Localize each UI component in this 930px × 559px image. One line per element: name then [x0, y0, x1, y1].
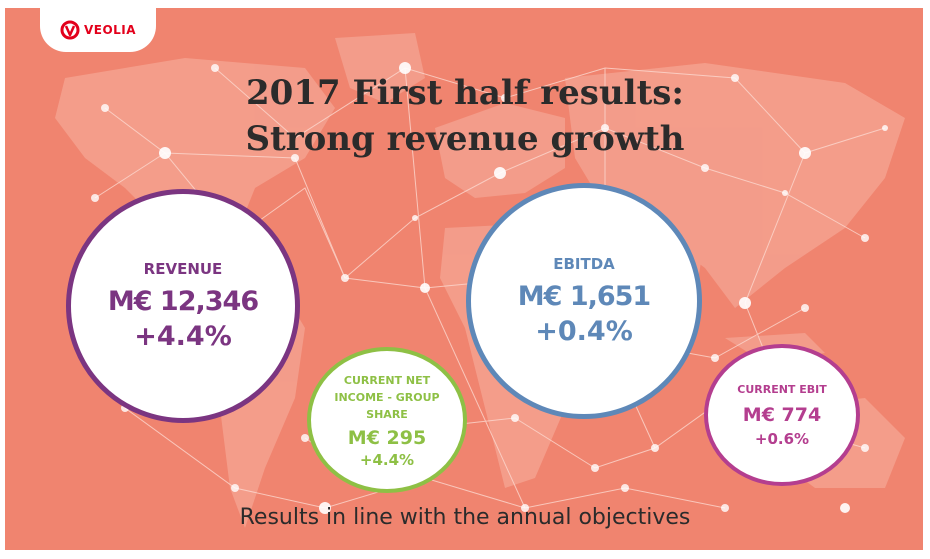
net-income-change: +4.4%	[359, 450, 415, 469]
ebit-circle: CURRENT EBIT M€ 774 +0.6%	[704, 344, 860, 486]
net-income-label: CURRENT NET INCOME - GROUP SHARE	[334, 372, 439, 423]
net-income-value: M€ 295	[347, 426, 427, 449]
net-income-circle: CURRENT NET INCOME - GROUP SHARE M€ 295 …	[307, 347, 467, 493]
ebitda-circle: EBITDA M€ 1,651 +0.4%	[466, 183, 702, 419]
revenue-label: REVENUE	[143, 260, 223, 278]
results-subtitle: Results in line with the annual objectiv…	[239, 505, 691, 530]
logo-text: VEOLIA	[83, 23, 137, 37]
veolia-logo-icon	[60, 20, 80, 40]
title-line-1: 2017 First half results:	[246, 73, 684, 113]
net-income-label-line-1: CURRENT NET	[343, 373, 431, 387]
revenue-circle: REVENUE M€ 12,346 +4.4%	[66, 189, 300, 423]
veolia-logo: VEOLIA	[40, 8, 156, 52]
net-income-label-line-3: SHARE	[366, 407, 408, 421]
revenue-change: +4.4%	[134, 321, 232, 352]
page-title: 2017 First half results: Strong revenue …	[0, 70, 930, 162]
net-income-label-line-2: INCOME - GROUP	[334, 390, 440, 404]
ebit-change: +0.6%	[754, 429, 810, 448]
title-line-2: Strong revenue growth	[245, 119, 685, 159]
ebitda-label: EBITDA	[553, 255, 615, 273]
ebitda-value: M€ 1,651	[517, 281, 651, 312]
revenue-value: M€ 12,346	[107, 286, 259, 317]
ebit-value: M€ 774	[742, 403, 822, 426]
ebitda-change: +0.4%	[535, 316, 633, 347]
ebit-label: CURRENT EBIT	[737, 382, 827, 396]
